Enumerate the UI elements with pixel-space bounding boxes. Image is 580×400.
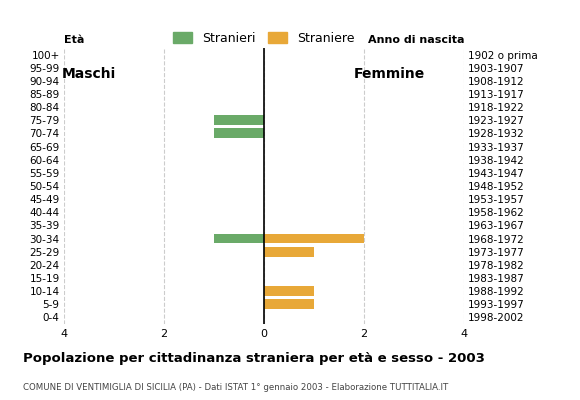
Text: Maschi: Maschi <box>61 67 116 81</box>
Text: Età: Età <box>64 35 84 45</box>
Text: Femmine: Femmine <box>353 67 425 81</box>
Text: Anno di nascita: Anno di nascita <box>368 35 464 45</box>
Bar <box>264 247 314 257</box>
Bar <box>214 128 264 138</box>
Bar <box>264 299 314 309</box>
Legend: Stranieri, Straniere: Stranieri, Straniere <box>168 27 360 50</box>
Bar <box>214 115 264 125</box>
Text: COMUNE DI VENTIMIGLIA DI SICILIA (PA) - Dati ISTAT 1° gennaio 2003 - Elaborazion: COMUNE DI VENTIMIGLIA DI SICILIA (PA) - … <box>23 383 448 392</box>
Bar <box>264 286 314 296</box>
Bar <box>214 234 264 244</box>
Bar <box>264 234 364 244</box>
Text: Popolazione per cittadinanza straniera per età e sesso - 2003: Popolazione per cittadinanza straniera p… <box>23 352 485 365</box>
